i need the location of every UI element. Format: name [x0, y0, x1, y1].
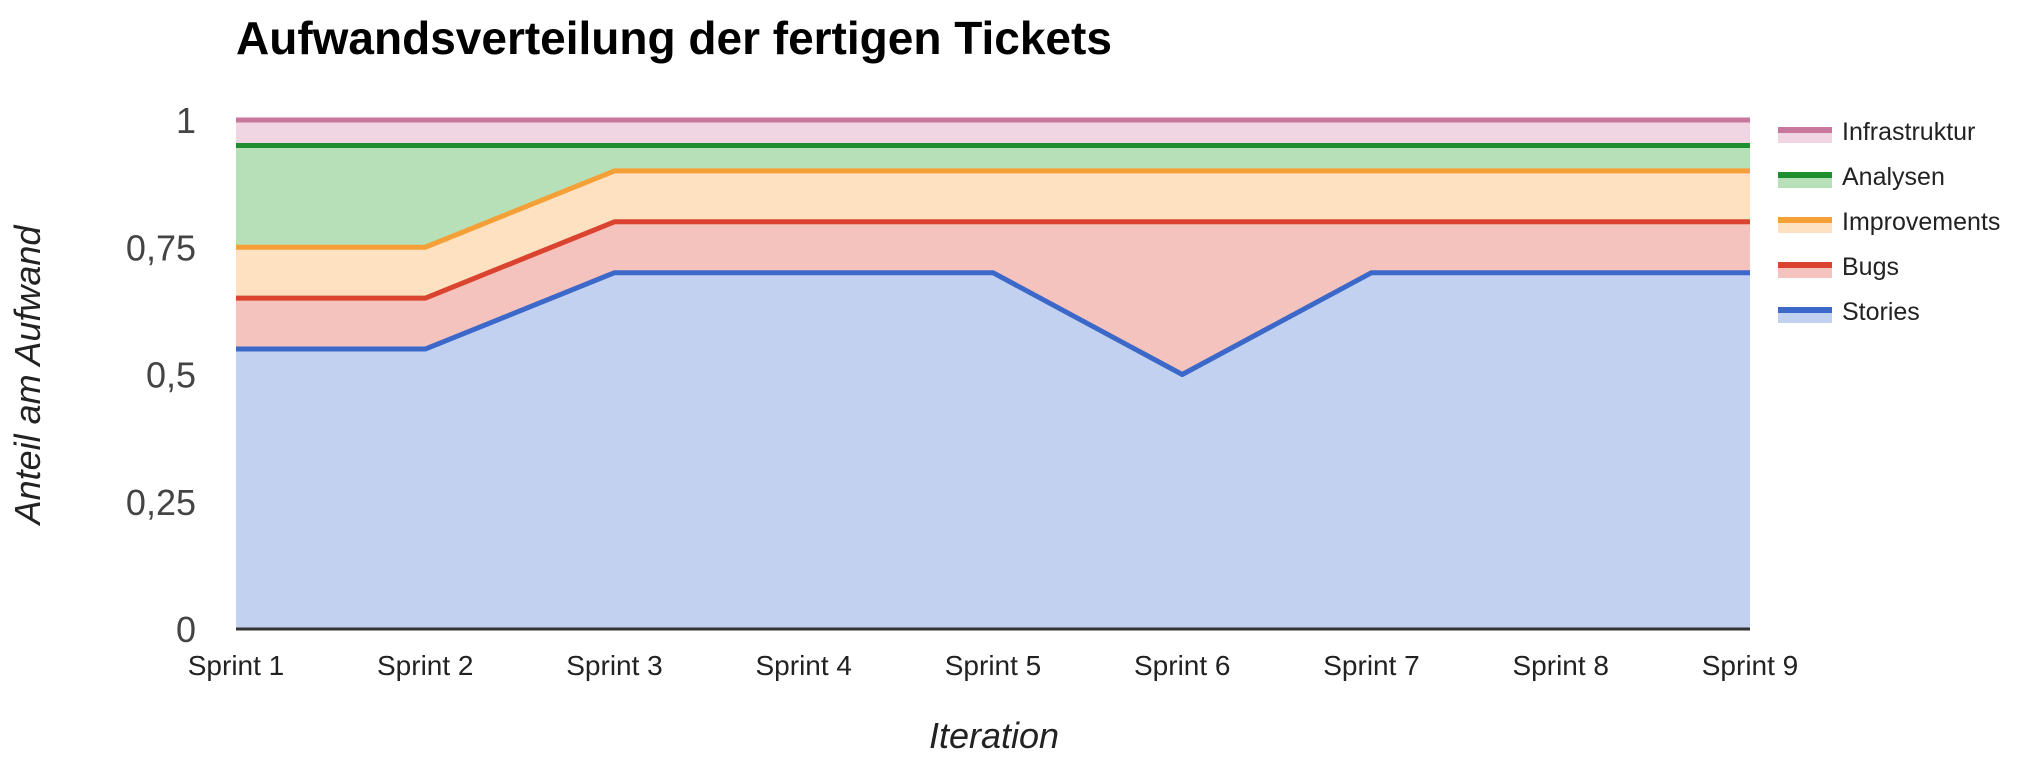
x-tick-label: Sprint 4 — [756, 650, 853, 681]
y-tick-label: 1 — [176, 100, 196, 141]
y-axis-label: Anteil am Aufwand — [7, 225, 48, 527]
legend-label: Analysen — [1842, 163, 1945, 191]
area-improvements — [236, 170, 1750, 299]
legend-swatch-fill — [1778, 132, 1832, 143]
legend-swatch-fill — [1778, 312, 1832, 323]
x-tick-label: Sprint 3 — [566, 650, 663, 681]
line-improvements — [236, 168, 1750, 250]
legend-label: Stories — [1842, 298, 1920, 326]
legend-item-improvements: Improvements — [1778, 208, 2000, 236]
legend-item-infrastruktur: Infrastruktur — [1778, 118, 1975, 146]
legend-item-stories: Stories — [1778, 298, 1920, 326]
legend-swatch-line — [1778, 262, 1832, 268]
legend-label: Infrastruktur — [1842, 118, 1975, 146]
legend-item-analysen: Analysen — [1778, 163, 1945, 191]
legend-swatch-line — [1778, 217, 1832, 223]
x-tick-label: Sprint 9 — [1702, 650, 1799, 681]
legend-swatch-fill — [1778, 222, 1832, 233]
chart-title: Aufwandsverteilung der fertigen Tickets — [236, 12, 1112, 64]
x-axis-ticks: Sprint 1 Sprint 2 Sprint 3 Sprint 4 Sprint 5… — [188, 650, 1799, 681]
x-tick-label: Sprint 2 — [377, 650, 474, 681]
x-tick-label: Sprint 6 — [1134, 650, 1231, 681]
legend-item-bugs: Bugs — [1778, 253, 1899, 281]
y-tick-label: 0 — [176, 609, 196, 650]
legend-swatch-fill — [1778, 267, 1832, 278]
series-lines — [236, 117, 1750, 377]
line-stories — [236, 270, 1750, 377]
legend-swatch-line — [1778, 172, 1832, 178]
line-bugs — [236, 219, 1750, 301]
legend-swatch-fill — [1778, 177, 1832, 188]
x-tick-label: Sprint 1 — [188, 650, 285, 681]
area-infrastruktur — [236, 120, 1750, 146]
area-bugs — [236, 221, 1750, 375]
x-tick-label: Sprint 5 — [945, 650, 1042, 681]
y-tick-label: 0,75 — [126, 227, 196, 268]
y-tick-label: 0,25 — [126, 482, 196, 523]
legend-label: Improvements — [1842, 208, 2000, 236]
y-axis-ticks: 0 0,25 0,5 0,75 1 — [126, 100, 196, 650]
legend-label: Bugs — [1842, 253, 1899, 281]
x-axis-label: Iteration — [929, 715, 1059, 756]
x-tick-label: Sprint 8 — [1513, 650, 1610, 681]
stacked-areas — [236, 120, 1750, 629]
legend: Infrastruktur Analysen Improvements Bugs Sto… — [1778, 118, 2000, 326]
legend-swatch-line — [1778, 127, 1832, 133]
area-stories — [236, 272, 1750, 629]
x-tick-label: Sprint 7 — [1323, 650, 1420, 681]
legend-swatch-line — [1778, 307, 1832, 313]
y-tick-label: 0,5 — [146, 355, 196, 396]
